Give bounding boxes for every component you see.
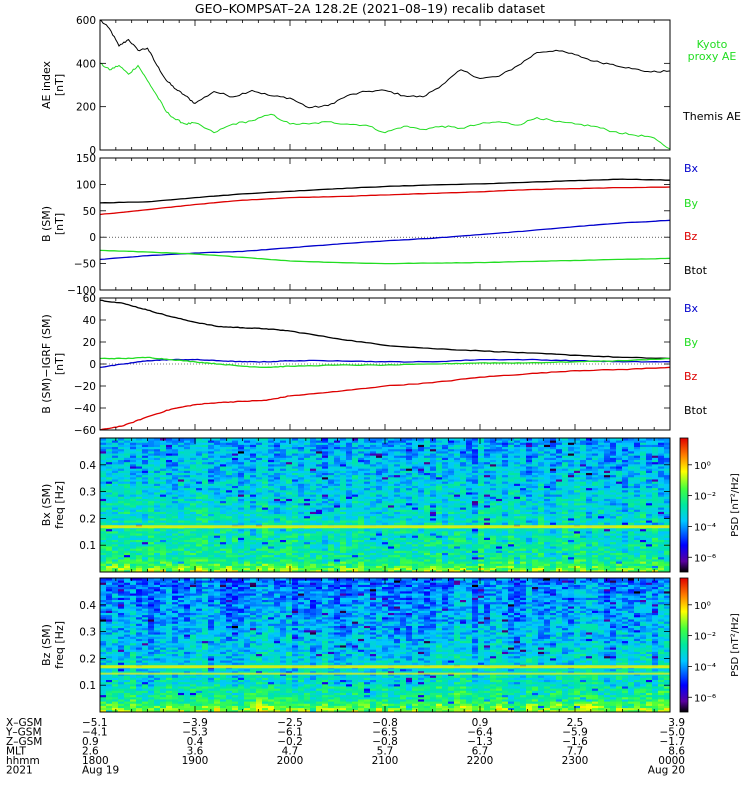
y-axis-unit: [nT] (53, 353, 66, 375)
y-axis-label: B (SM)−IGRF (SM) (40, 314, 53, 414)
y-tick-label: 200 (76, 102, 96, 114)
legend-by: By (684, 197, 699, 210)
y-tick-label: −40 (74, 403, 96, 415)
y-tick-label: 150 (76, 153, 96, 165)
legend-bx: Bx (684, 302, 699, 315)
series-line-btot (100, 300, 670, 358)
y-tick-label: 0 (89, 359, 96, 371)
panel-frame (100, 158, 670, 290)
chart-title: GEO–KOMPSAT–2A 128.2E (2021–08–19) recal… (195, 1, 545, 16)
legend-btot: Btot (684, 404, 708, 417)
y-tick-label: 60 (83, 293, 96, 305)
x-ticks-ae (100, 20, 670, 150)
y-tick-label: 600 (76, 15, 96, 27)
x-ticks-bsm (100, 158, 670, 290)
y-tick-label: −50 (74, 259, 96, 271)
legend-by: By (684, 336, 699, 349)
panel-frame (100, 20, 670, 150)
y-tick-label: 0 (89, 232, 96, 244)
y-tick-label: 100 (76, 179, 96, 191)
y-axis-label: B (SM) (40, 206, 53, 242)
panel-bigrf: Bx By Bz Btot −60 −40 −20 0 20 40 60 B (SM)−IGRF (S… (40, 293, 708, 437)
legend-bz: Bz (684, 370, 698, 383)
y-tick-label: −20 (74, 381, 96, 393)
y-tick-label: 20 (83, 337, 96, 349)
legend-bz: Bz (684, 230, 698, 243)
legend-themis-ae: Themis AE (682, 110, 741, 123)
series-line-by (100, 250, 670, 263)
legend-btot: Btot (684, 264, 708, 277)
legend-bx: Bx (684, 162, 699, 175)
y-tick-label: 400 (76, 58, 96, 70)
series-line-bz (100, 187, 670, 215)
spectrogram-cells (100, 438, 670, 572)
y-axis-unit: [nT] (53, 213, 66, 235)
series-line-kyoto-proxy-ae (100, 63, 670, 149)
series-line-btot (100, 179, 670, 203)
legend-line: proxy AE (688, 50, 737, 63)
series-line-themis-ae (100, 20, 670, 108)
y-axis-label: AE index (40, 60, 53, 109)
y-tick-label: −60 (74, 425, 96, 437)
series-line-bz (100, 367, 670, 430)
y-axis-unit: [nT] (53, 74, 66, 96)
y-tick-label: 40 (83, 315, 96, 327)
y-tick-label: 50 (83, 206, 96, 218)
